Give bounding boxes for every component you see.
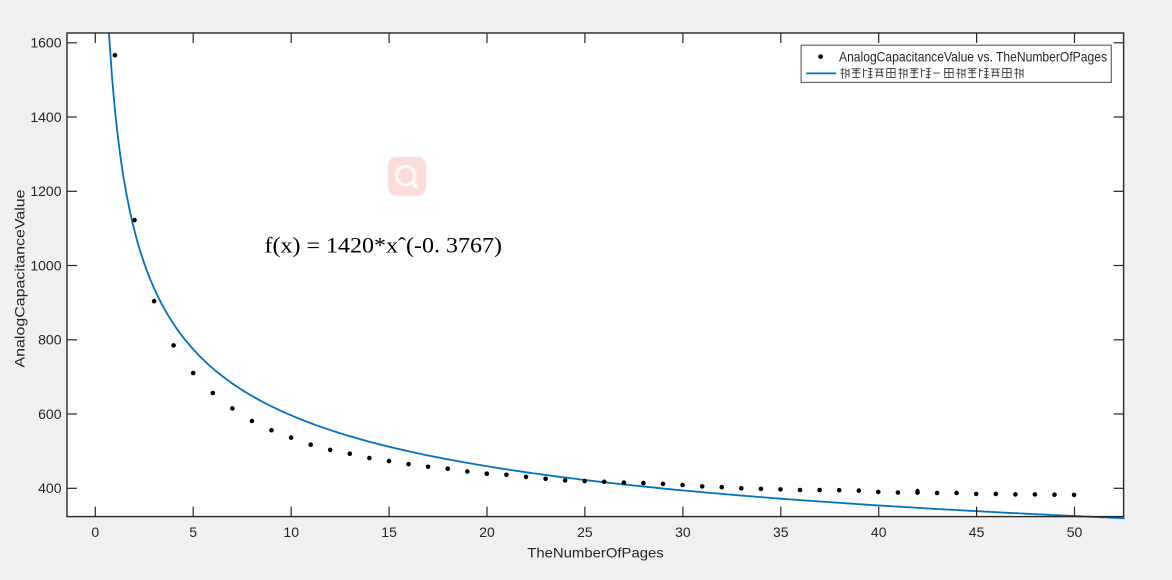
svg-text:45: 45 xyxy=(969,524,985,540)
svg-text:0: 0 xyxy=(91,524,99,540)
svg-text:600: 600 xyxy=(38,406,62,422)
svg-text:20: 20 xyxy=(479,524,495,540)
svg-text:1000: 1000 xyxy=(30,257,61,273)
svg-text:30: 30 xyxy=(675,524,691,540)
svg-text:AnalogCapacitanceValue vs. The: AnalogCapacitanceValue vs. TheNumberOfPa… xyxy=(839,48,1107,64)
svg-text:15: 15 xyxy=(381,524,397,540)
svg-text:10: 10 xyxy=(283,524,299,540)
svg-text:400: 400 xyxy=(38,480,62,496)
svg-text:35: 35 xyxy=(773,524,789,540)
svg-text:800: 800 xyxy=(38,332,62,348)
svg-text:TheNumberOfPages: TheNumberOfPages xyxy=(527,545,664,561)
svg-text:1400: 1400 xyxy=(30,109,61,125)
svg-text:25: 25 xyxy=(577,524,593,540)
svg-text:50: 50 xyxy=(1067,524,1083,540)
svg-text:AnalogCapacitanceValue: AnalogCapacitanceValue xyxy=(11,189,27,367)
svg-text:40: 40 xyxy=(871,524,887,540)
svg-text:5: 5 xyxy=(189,524,197,540)
svg-text:1200: 1200 xyxy=(30,183,61,199)
svg-text:1600: 1600 xyxy=(30,35,61,51)
svg-text:f(x) = 1420*xˆ(-0. 3767): f(x) = 1420*xˆ(-0. 3767) xyxy=(265,232,503,257)
